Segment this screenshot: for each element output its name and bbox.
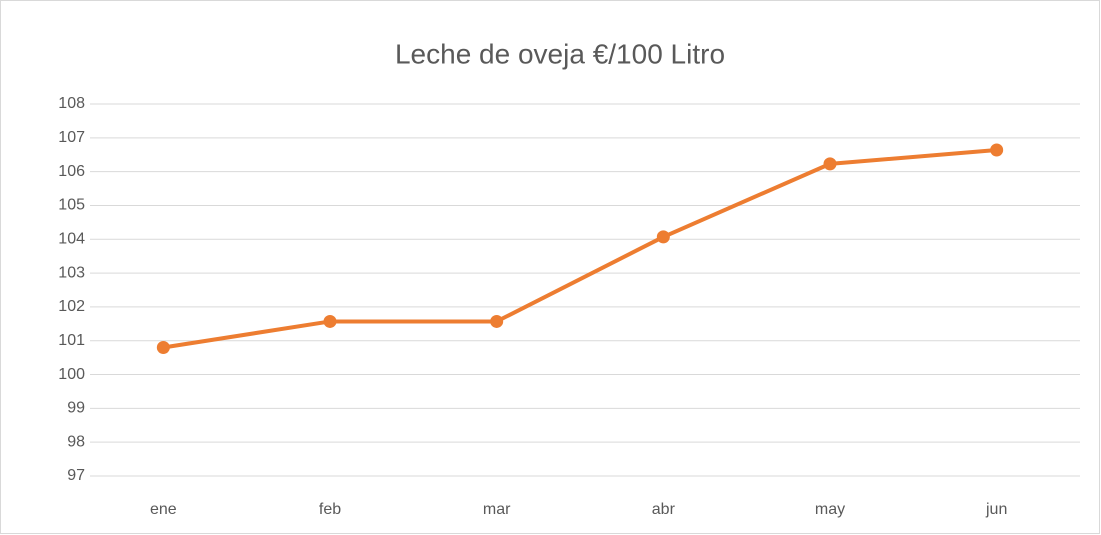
x-tick-label: mar — [483, 501, 511, 518]
chart-title: Leche de oveja €/100 Litro — [395, 38, 725, 69]
data-point — [656, 230, 670, 244]
x-tick-label: may — [815, 501, 845, 518]
y-tick-label: 107 — [58, 129, 85, 146]
y-tick-label: 101 — [58, 332, 85, 349]
y-tick-label: 104 — [58, 230, 85, 247]
data-point — [156, 340, 170, 354]
data-point — [990, 143, 1004, 157]
y-tick-label: 100 — [58, 366, 85, 383]
x-tick-label: ene — [150, 501, 177, 518]
data-point — [490, 314, 504, 328]
y-tick-label: 103 — [58, 264, 85, 281]
data-point — [823, 157, 837, 171]
series-line — [163, 147, 997, 350]
y-tick-label: 108 — [58, 95, 85, 112]
x-tick-label: feb — [319, 501, 341, 518]
x-tick-label: jun — [985, 501, 1007, 518]
data-point — [323, 314, 337, 328]
y-tick-label: 97 — [67, 467, 85, 484]
x-tick-label: abr — [652, 501, 676, 518]
y-tick-label: 99 — [67, 400, 85, 417]
y-tick-label: 106 — [58, 163, 85, 180]
y-tick-label: 98 — [67, 433, 85, 450]
y-tick-label: 105 — [58, 197, 85, 214]
y-tick-label: 102 — [58, 298, 85, 315]
